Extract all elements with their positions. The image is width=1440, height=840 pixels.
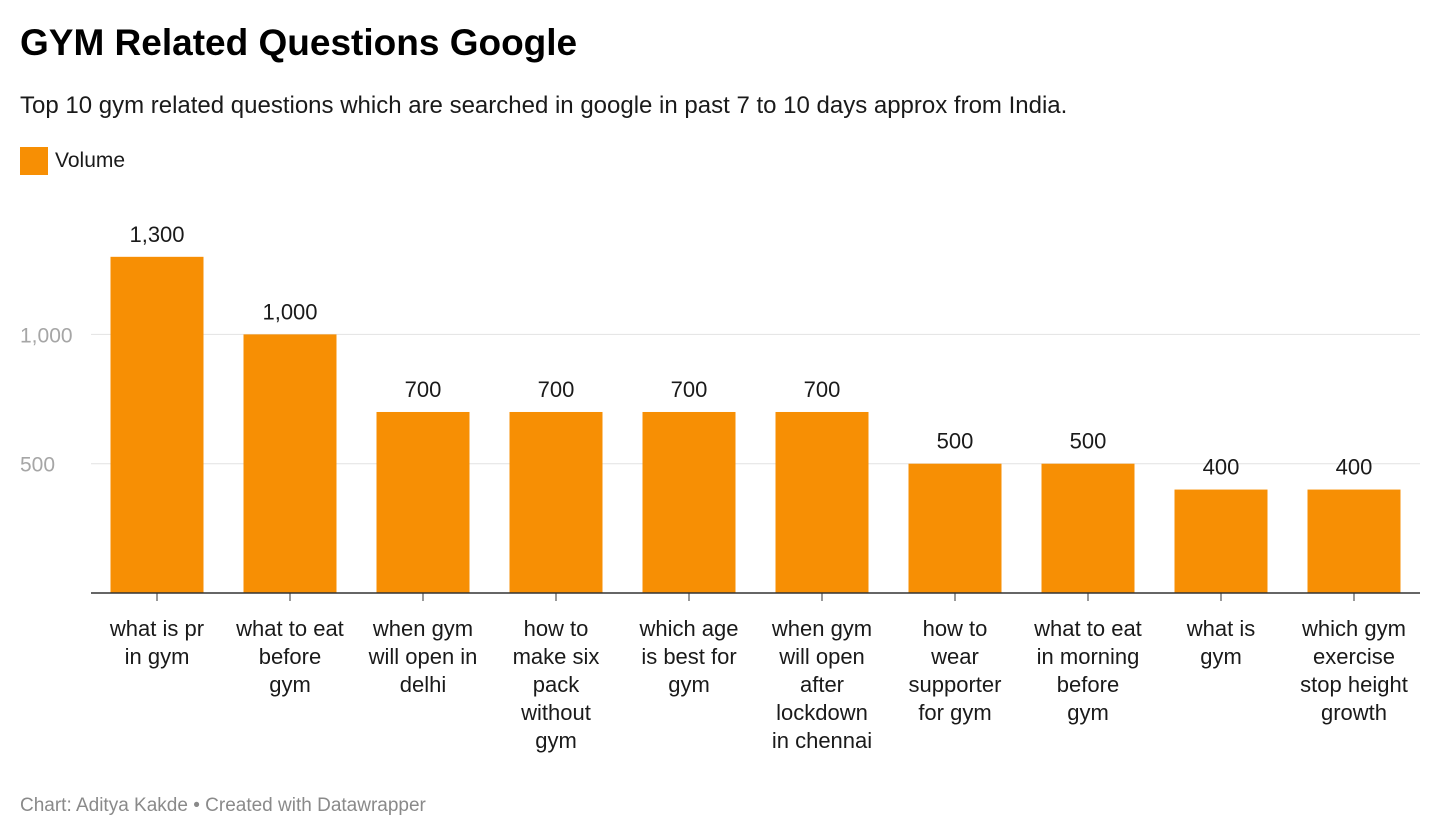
x-category-label: pack xyxy=(533,672,580,697)
footer-created-with: Created with Datawrapper xyxy=(205,795,426,816)
bar-value-label: 400 xyxy=(1203,455,1240,480)
x-category-label: in morning xyxy=(1037,644,1140,669)
chart-subtitle: Top 10 gym related questions which are s… xyxy=(20,92,1068,119)
x-category-label: what to eat xyxy=(235,616,344,641)
bar-value-label: 700 xyxy=(538,377,575,402)
x-category-label: which gym xyxy=(1301,616,1406,641)
footer-separator: • xyxy=(193,795,200,816)
x-category-label: stop height xyxy=(1300,672,1408,697)
x-category-label: without xyxy=(520,700,591,725)
x-category-label: is best for xyxy=(641,644,736,669)
x-category-label: will open xyxy=(778,644,865,669)
bar-value-label: 700 xyxy=(405,377,442,402)
bar xyxy=(1174,489,1268,593)
x-category-label: when gym xyxy=(372,616,473,641)
bar-value-label: 500 xyxy=(937,429,974,454)
bar-value-label: 1,000 xyxy=(262,299,317,324)
x-category-label: before xyxy=(259,644,321,669)
x-category-label: after xyxy=(800,672,844,697)
bar-chart: 500 1,000 1,300 what is pr in gym 1,000 what t… xyxy=(20,222,1420,753)
x-category-label: supporter xyxy=(909,672,1002,697)
x-category-label: for gym xyxy=(918,700,991,725)
x-category-label: make six xyxy=(513,644,600,669)
bar xyxy=(775,411,869,593)
x-category-label: how to xyxy=(524,616,589,641)
chart-title: GYM Related Questions Google xyxy=(20,22,578,63)
legend-label: Volume xyxy=(55,149,126,172)
bar xyxy=(110,256,204,593)
bar-value-label: 1,300 xyxy=(129,222,184,247)
x-category-label: which age xyxy=(638,616,738,641)
x-category-label: growth xyxy=(1321,700,1387,725)
x-category-label: in gym xyxy=(125,644,190,669)
bar xyxy=(642,411,736,593)
x-category-label: before xyxy=(1057,672,1119,697)
y-tick-label: 1,000 xyxy=(20,324,73,347)
x-category-label: gym xyxy=(535,728,577,753)
x-category-label: gym xyxy=(668,672,710,697)
x-category-label: wear xyxy=(930,644,979,669)
x-category-label: in chennai xyxy=(772,728,872,753)
bar xyxy=(1041,463,1135,593)
bar xyxy=(509,411,603,593)
x-category-label: gym xyxy=(1200,644,1242,669)
x-category-label: delhi xyxy=(400,672,446,697)
x-category-label: what to eat xyxy=(1033,616,1142,641)
x-category-label: when gym xyxy=(771,616,872,641)
x-category-label: will open in xyxy=(368,644,478,669)
bar xyxy=(376,411,470,593)
x-category-label: what is pr xyxy=(109,616,204,641)
x-category-label: what is xyxy=(1186,616,1255,641)
bar-value-label: 400 xyxy=(1336,455,1373,480)
bar-value-label: 700 xyxy=(671,377,708,402)
footer-credit: Chart: Aditya Kakde xyxy=(20,795,188,816)
bar xyxy=(243,334,337,593)
y-tick-label: 500 xyxy=(20,454,55,477)
legend: Volume xyxy=(20,147,125,175)
x-category-label: gym xyxy=(1067,700,1109,725)
bar-value-label: 500 xyxy=(1070,429,1107,454)
x-category-label: how to xyxy=(923,616,988,641)
x-category-label: lockdown xyxy=(776,700,868,725)
bar xyxy=(1307,489,1401,593)
legend-swatch xyxy=(20,147,48,175)
x-category-label: exercise xyxy=(1313,644,1395,669)
bar xyxy=(908,463,1002,593)
bar-value-label: 700 xyxy=(804,377,841,402)
footer: Chart: Aditya Kakde • Created with Dataw… xyxy=(20,795,426,817)
x-category-label: gym xyxy=(269,672,311,697)
